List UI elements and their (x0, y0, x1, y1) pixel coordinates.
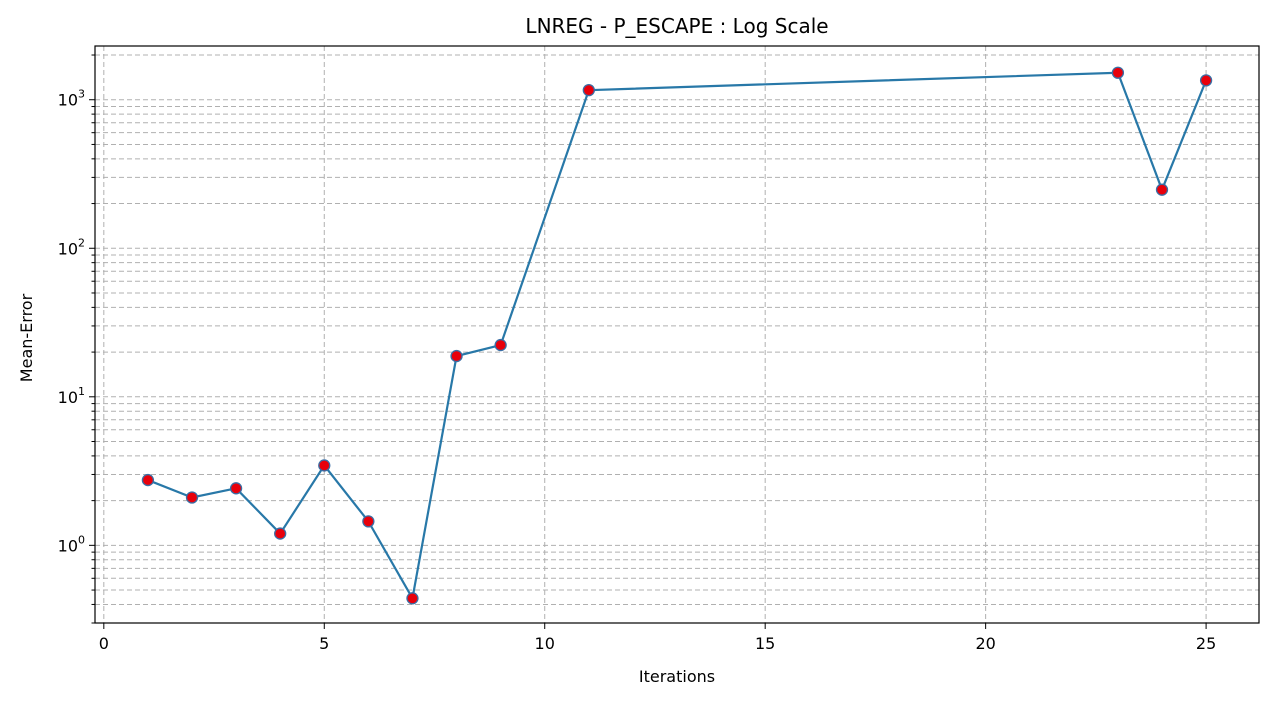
x-tick-label: 25 (1196, 634, 1216, 653)
data-point (1199, 74, 1213, 87)
x-tick-label: 5 (319, 634, 329, 653)
x-tick-label: 15 (755, 634, 775, 653)
data-point (1155, 183, 1169, 196)
data-point (1111, 66, 1125, 79)
axis-ticks: 0 5 10 15 20 25 100 101 102 103 (58, 54, 1216, 653)
data-point (141, 473, 155, 487)
data-point (450, 349, 463, 363)
data-point (582, 84, 595, 97)
x-axis-label: Iterations (639, 667, 715, 686)
y-tick-label: 101 (58, 385, 85, 407)
data-point (274, 527, 287, 540)
x-tick-label: 20 (975, 634, 995, 653)
chart-title: LNREG - P_ESCAPE : Log Scale (525, 14, 828, 38)
plot-frame (94, 45, 1260, 624)
grid (95, 46, 1259, 624)
y-axis-label: Mean-Error (17, 293, 36, 382)
data-point (406, 592, 419, 605)
data-point (229, 482, 243, 495)
series-group (141, 66, 1213, 605)
y-tick-label: 100 (58, 533, 85, 555)
data-point (318, 459, 331, 472)
data-point (362, 515, 375, 528)
data-point (185, 491, 199, 504)
y-tick-label: 102 (58, 236, 85, 258)
x-tick-label: 10 (535, 634, 555, 653)
data-point (494, 338, 507, 352)
x-tick-label: 0 (99, 634, 109, 653)
y-tick-label: 103 (58, 88, 85, 110)
